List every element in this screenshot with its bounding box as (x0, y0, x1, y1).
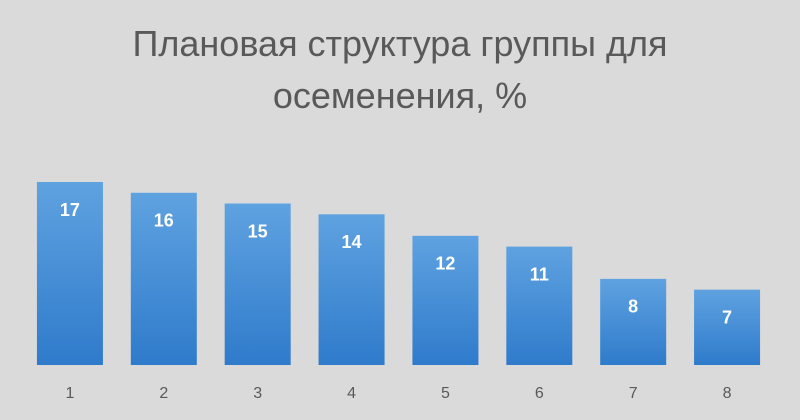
data-label: 15 (248, 221, 268, 241)
x-tick-label: 3 (253, 385, 262, 402)
data-label: 7 (722, 307, 732, 327)
x-tick-label: 7 (629, 385, 638, 402)
data-label: 12 (435, 254, 455, 274)
data-label: 16 (154, 211, 174, 231)
bar (130, 192, 197, 365)
x-tick-label: 4 (347, 385, 356, 402)
x-tick-label: 5 (441, 385, 450, 402)
bar (412, 235, 479, 365)
bar (318, 214, 385, 365)
bar (224, 203, 291, 365)
chart-title: Плановая структура группы для осеменения… (132, 23, 668, 116)
bar (694, 289, 761, 365)
data-label: 11 (530, 264, 549, 284)
data-label: 8 (628, 297, 638, 317)
bar (600, 278, 667, 365)
data-label: 14 (342, 232, 362, 252)
bar (36, 182, 103, 365)
x-tick-label: 1 (65, 385, 74, 402)
x-tick-label: 2 (159, 385, 168, 402)
x-tick-label: 6 (535, 385, 544, 402)
data-label: 17 (60, 200, 80, 220)
bar (506, 246, 573, 365)
x-tick-label: 8 (723, 385, 732, 402)
